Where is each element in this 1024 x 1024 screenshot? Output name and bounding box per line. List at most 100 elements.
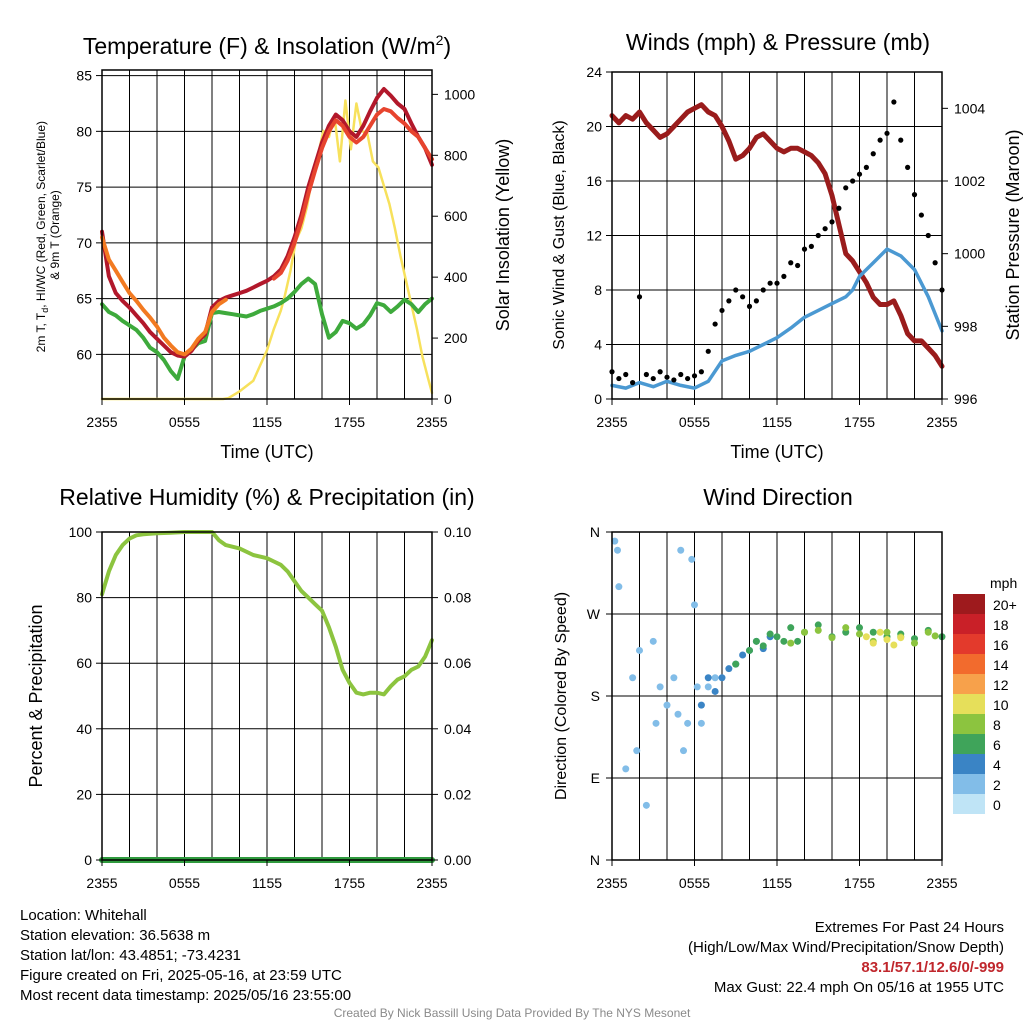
gust-point	[671, 377, 677, 383]
legend-label: 0	[993, 797, 1001, 813]
direction-point	[677, 546, 685, 554]
direction-panel-title: Wind Direction	[703, 484, 853, 510]
station-elevation: Station elevation: 36.5638 m	[20, 927, 211, 944]
direction-point	[869, 639, 877, 647]
y-tick-label: 16	[586, 173, 602, 189]
direction-point	[674, 710, 682, 718]
direction-point	[931, 632, 939, 640]
winds-panel: Winds (mph) & Pressure (mb) 2355 0555 1155…	[551, 29, 1023, 462]
winds-ylabel: Sonic Wind & Gust (Blue, Black)	[551, 120, 568, 349]
extremes-heading: Extremes For Past 24 Hours	[814, 919, 1004, 936]
direction-point	[680, 747, 687, 755]
credit-line: Created By Nick Bassill Using Data Provi…	[333, 1006, 691, 1020]
y-tick-label: W	[587, 606, 601, 622]
direction-point	[773, 633, 781, 641]
y-tick-label: 24	[586, 64, 602, 80]
direction-point	[801, 628, 808, 636]
x-tick-label: 2355	[86, 414, 117, 430]
gust-point	[870, 151, 876, 157]
direction-point	[670, 674, 678, 682]
legend-swatch	[953, 674, 985, 694]
direction-point	[691, 601, 698, 609]
direction-ticks: 2355 0555 1155 1755 2355 N E S W N	[587, 524, 958, 891]
gust-point	[925, 232, 931, 239]
y-tick-label: 8	[594, 282, 602, 298]
direction-point	[649, 637, 657, 645]
direction-point	[787, 624, 795, 632]
gust-point	[719, 307, 725, 314]
station-location: Location: Whitehall	[20, 907, 147, 924]
direction-point	[794, 637, 802, 645]
y-tick-label: 20	[76, 786, 92, 802]
y2-tick-label: 1004	[954, 100, 985, 116]
legend-swatch	[953, 594, 985, 614]
x-tick-label: 1755	[334, 414, 365, 430]
gust-point	[636, 294, 643, 300]
y2-tick-label: 1000	[954, 246, 985, 262]
temperature-line	[100, 87, 434, 359]
gust-point	[822, 226, 828, 232]
direction-point	[883, 636, 891, 644]
dewpoint-line	[100, 276, 434, 381]
gust-point	[801, 246, 808, 252]
y-tick-label: S	[591, 688, 600, 704]
x-tick-label: 1155	[252, 875, 282, 891]
x-tick-label: 0555	[679, 875, 710, 891]
temperature-ticks: 2355 0555 1155 1755 2355 60 65 70 75 80 85 0 200 400 6…	[76, 68, 475, 430]
temperature-ylabel: 2m T, Td, HI/WC (Red, Green, Scarlet/Blu…	[34, 118, 62, 353]
x-tick-label: 1755	[844, 414, 875, 430]
gust-point	[863, 164, 869, 170]
y-tick-label: 100	[69, 524, 93, 540]
y2-tick-label: 998	[954, 318, 978, 334]
direction-point	[693, 683, 701, 691]
y-tick-label: 65	[76, 291, 92, 307]
gust-point	[705, 348, 711, 354]
gust-point	[691, 373, 698, 379]
temperature-panel: Temperature (F) & Insolation (W/m2) 2355…	[34, 32, 513, 462]
direction-point	[814, 621, 822, 629]
legend-swatch	[953, 774, 985, 794]
direction-point	[856, 630, 863, 638]
direction-point	[911, 639, 918, 647]
direction-point	[711, 674, 719, 682]
y-tick-label: 80	[76, 123, 92, 139]
x-tick-label: 0555	[679, 414, 710, 430]
station-latlon: Station lat/lon: 43.4851; -73.4231	[20, 947, 242, 964]
gust-point	[843, 185, 849, 191]
direction-point	[759, 642, 767, 650]
insolation-line	[100, 99, 434, 401]
x-tick-label: 2355	[86, 875, 117, 891]
winds-series	[609, 99, 945, 390]
legend-label: 4	[993, 757, 1001, 773]
humidity-ylabel: Percent & Precipitation	[26, 604, 46, 787]
direction-point	[611, 537, 619, 545]
gust-point	[877, 137, 883, 143]
legend-swatch	[953, 714, 985, 734]
gust-point	[788, 260, 794, 266]
direction-point	[869, 628, 877, 636]
gust-point	[753, 298, 759, 304]
gust-point	[767, 280, 773, 286]
temperature-series	[100, 87, 434, 401]
gust-point	[726, 298, 732, 304]
direction-point	[883, 628, 891, 636]
y2-tick-label: 600	[444, 208, 468, 224]
gust-point	[884, 130, 890, 136]
x-tick-label: 1155	[762, 875, 792, 891]
y-tick-label: N	[590, 524, 600, 540]
winds-y2label: Station Pressure (Maroon)	[1003, 129, 1023, 340]
station-info: Location: Whitehall Station elevation: 3…	[20, 906, 351, 1006]
direction-point	[629, 674, 637, 682]
gust-point	[815, 232, 821, 239]
y-tick-label: 0	[594, 391, 602, 407]
gust-point	[623, 371, 629, 378]
gust-point	[898, 137, 904, 143]
pressure-line	[609, 102, 945, 369]
gust-point	[733, 287, 739, 293]
x-tick-label: 1155	[252, 414, 282, 430]
gust-point	[760, 287, 766, 293]
gust-point	[795, 262, 801, 269]
direction-point	[718, 674, 726, 682]
max-gust: Max Gust: 22.4 mph On 05/16 at 1955 UTC	[713, 979, 1004, 996]
x-tick-label: 2355	[416, 414, 447, 430]
